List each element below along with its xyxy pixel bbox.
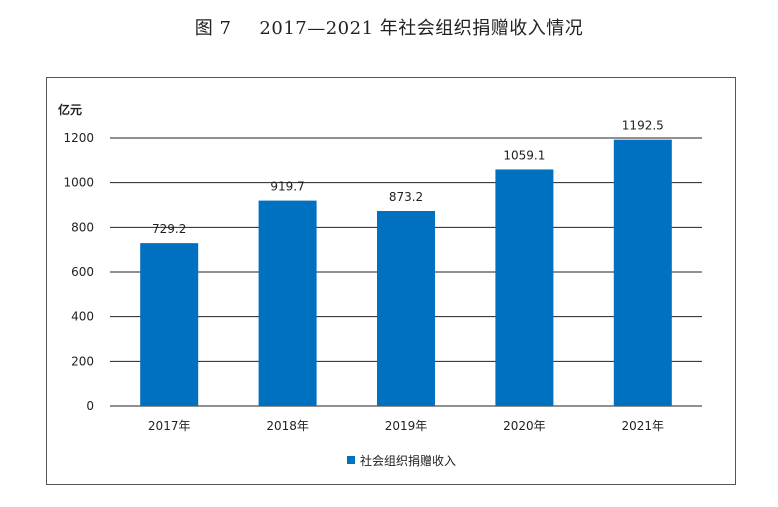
y-tick-label: 200	[71, 354, 94, 368]
legend: 社会组织捐赠收入	[347, 453, 456, 468]
data-label: 919.7	[270, 180, 304, 194]
bar	[495, 169, 554, 406]
figure-number: 图 7	[194, 18, 232, 39]
y-tick-label: 400	[71, 310, 94, 324]
y-tick-label: 1200	[63, 131, 94, 145]
y-axis-ticks: 0 200 400 600 800 1000 1200	[63, 131, 94, 413]
x-axis-ticks: 2017年 2018年 2019年 2020年 2021年	[148, 419, 664, 433]
x-tick-label: 2017年	[148, 419, 191, 433]
data-label: 1192.5	[622, 119, 664, 133]
legend-label: 社会组织捐赠收入	[360, 453, 456, 468]
bar	[258, 200, 317, 406]
y-axis-unit-label: 亿元	[58, 102, 82, 117]
data-label: 873.2	[389, 190, 423, 204]
y-tick-label: 600	[71, 265, 94, 279]
bar	[613, 139, 672, 407]
legend-swatch	[347, 456, 355, 464]
bars	[140, 139, 672, 407]
data-label: 729.2	[152, 222, 186, 236]
bar	[140, 243, 199, 406]
x-tick-label: 2021年	[622, 419, 665, 433]
x-tick-label: 2019年	[385, 419, 428, 433]
y-tick-label: 800	[71, 220, 94, 234]
figure-title: 图 7 2017—2021 年社会组织捐赠收入情况	[0, 14, 778, 40]
x-tick-label: 2020年	[503, 419, 546, 433]
data-label: 1059.1	[503, 148, 545, 162]
x-tick-label: 2018年	[266, 419, 309, 433]
y-tick-label: 1000	[63, 176, 94, 190]
data-labels: 729.2 919.7 873.2 1059.1 1192.5	[152, 119, 664, 236]
bar	[377, 210, 435, 406]
figure-title-text: 2017—2021 年社会组织捐赠收入情况	[259, 18, 584, 39]
y-tick-label: 0	[86, 399, 94, 413]
